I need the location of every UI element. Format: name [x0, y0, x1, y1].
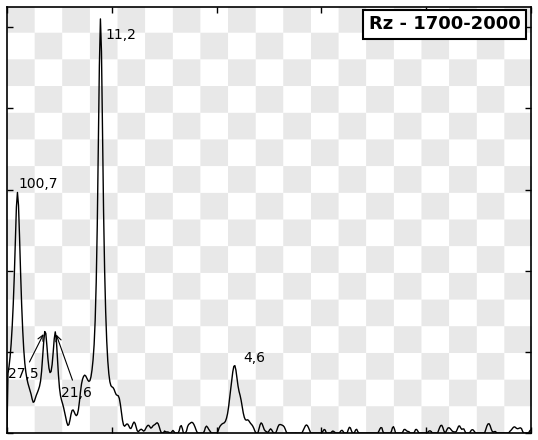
Text: 100,7: 100,7 [18, 177, 58, 191]
Text: Rz - 1700-2000: Rz - 1700-2000 [369, 15, 521, 33]
Text: 21,6: 21,6 [56, 336, 93, 400]
Text: 4,6: 4,6 [243, 351, 265, 364]
Text: 27,5: 27,5 [8, 335, 43, 381]
Text: 11,2: 11,2 [105, 28, 137, 42]
